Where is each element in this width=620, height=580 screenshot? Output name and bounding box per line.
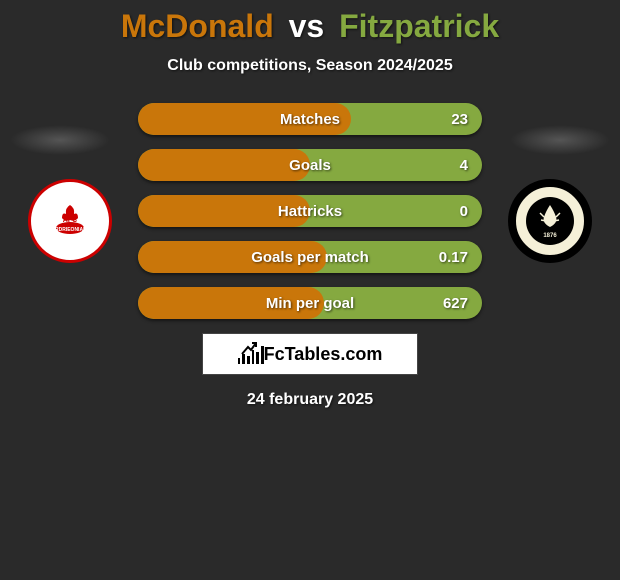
stat-label: Goals per match [251, 249, 369, 266]
stat-row: Hattricks 0 [138, 195, 482, 227]
subtitle: Club competitions, Season 2024/2025 [0, 57, 620, 75]
stat-fill [138, 149, 310, 181]
stat-row: Matches 23 [138, 103, 482, 135]
vs-label: vs [289, 8, 325, 44]
stat-value: 627 [443, 295, 468, 312]
player2-name: Fitzpatrick [339, 8, 499, 44]
stat-row: Goals 4 [138, 149, 482, 181]
svg-text:AIRDRIEONIANS: AIRDRIEONIANS [50, 227, 90, 233]
stat-value: 0 [460, 203, 468, 220]
rooster-icon: AIRDRIEONIANS AFC [50, 200, 90, 240]
arrow-up-icon [240, 340, 258, 358]
stat-row: Min per goal 627 [138, 287, 482, 319]
stat-value: 4 [460, 157, 468, 174]
stat-label: Goals [289, 157, 331, 174]
player2-shadow [510, 125, 610, 155]
team1-badge: AIRDRIEONIANS AFC [20, 179, 120, 263]
fctables-logo[interactable]: FcTables.com [202, 333, 418, 375]
stat-value: 0.17 [439, 249, 468, 266]
team2-badge: 1876 [500, 179, 600, 263]
stat-value: 23 [451, 111, 468, 128]
page-title: McDonald vs Fitzpatrick [0, 0, 620, 45]
svg-text:AFC: AFC [63, 217, 77, 224]
logo-text: FcTables.com [264, 344, 383, 365]
date-label: 24 february 2025 [0, 391, 620, 409]
svg-text:1876: 1876 [543, 233, 557, 239]
stat-row: Goals per match 0.17 [138, 241, 482, 273]
stats-container: Matches 23 Goals 4 Hattricks 0 Goals per match… [138, 103, 482, 319]
stat-label: Matches [280, 111, 340, 128]
thistle-icon: 1876 [516, 187, 584, 255]
stat-label: Hattricks [278, 203, 342, 220]
stat-label: Min per goal [266, 295, 354, 312]
player1-shadow [10, 125, 110, 155]
player1-name: McDonald [121, 8, 274, 44]
